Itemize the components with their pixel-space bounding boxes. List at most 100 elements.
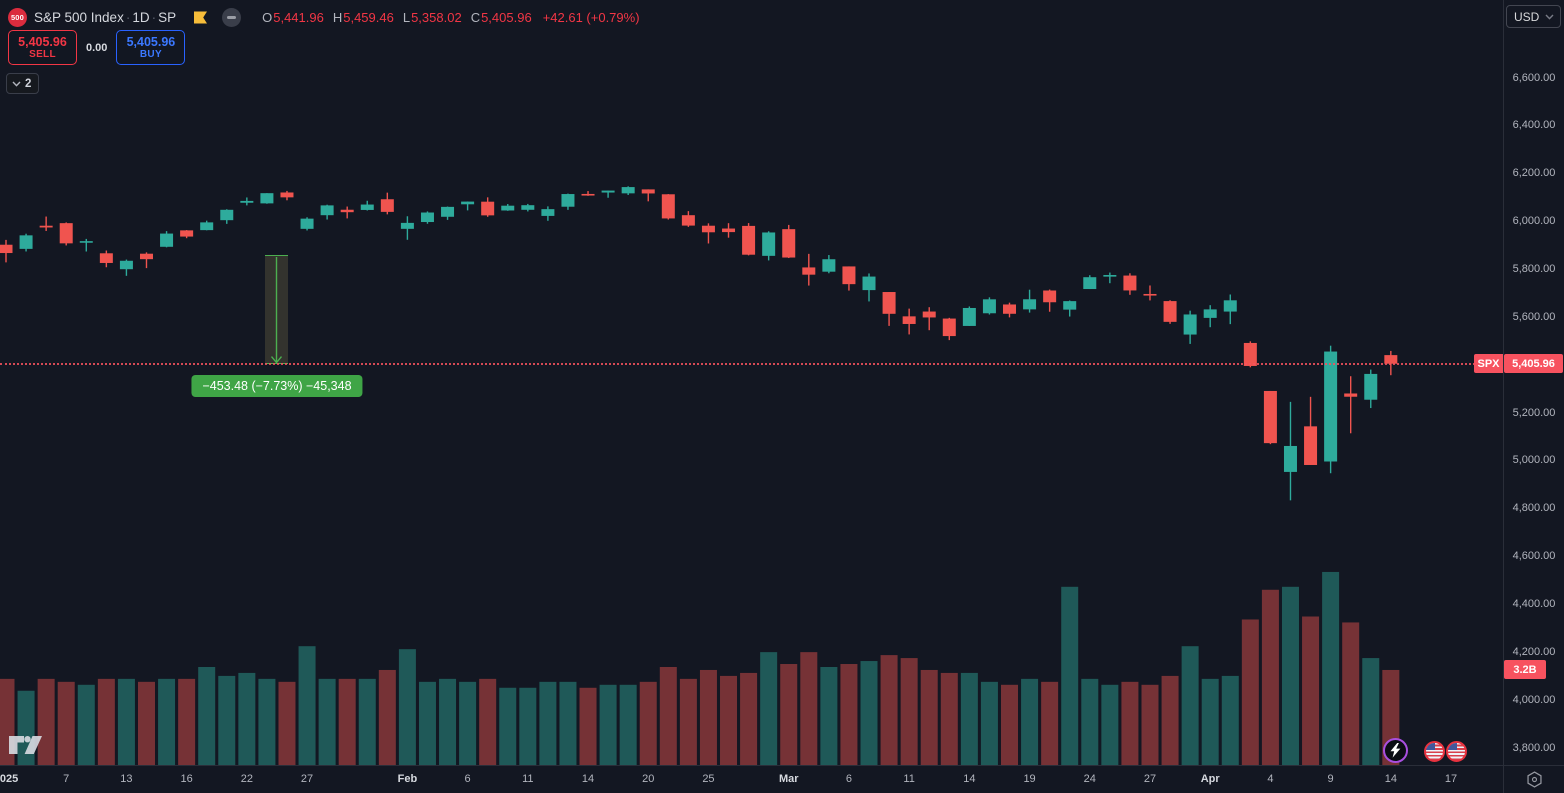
price-axis[interactable]: 6,600.00 6,400.00 6,200.00 6,000.00 5,800.00… (1503, 0, 1564, 765)
volume-bar (1141, 684, 1159, 765)
us-economic-event-icon[interactable] (1446, 741, 1467, 762)
volume-bar (1121, 681, 1139, 765)
time-tick-label: 6 (464, 773, 471, 785)
time-tick-label: 11 (903, 773, 915, 785)
symbol-title[interactable]: S&P 500 Index · 1D · SP (34, 9, 177, 25)
volume-bar (1221, 675, 1239, 765)
volume-axis-label: 3.2B (1504, 660, 1546, 680)
candle-body (400, 222, 414, 229)
candle-body (1324, 351, 1338, 462)
candle-body (1183, 314, 1197, 335)
candle-body (822, 259, 836, 272)
change-readout: +42.61 (+0.79%) (542, 9, 640, 25)
time-tick-label: 7 (63, 773, 70, 785)
us-economic-event-icon[interactable] (1424, 741, 1445, 762)
time-tick-label: 19 (1023, 773, 1036, 785)
flag-icon (193, 11, 207, 23)
volume-bar (1101, 684, 1119, 765)
volume-bar (57, 681, 75, 765)
candle-body (922, 311, 936, 318)
time-axis[interactable]: 2025713162227Feb611142025Mar61114192427A… (0, 765, 1503, 793)
price-range-measure-box[interactable] (265, 255, 288, 364)
volume-bar (780, 664, 798, 765)
volume-bar (519, 687, 537, 765)
volume-bar (760, 652, 778, 765)
price-tick-label: 4,800.00 (1512, 502, 1556, 515)
candle-body (1364, 373, 1378, 400)
volume-bar (960, 672, 978, 765)
volume-bar (1021, 678, 1039, 765)
candle-body (360, 204, 374, 210)
candle-body (722, 228, 736, 233)
volume-bar (599, 684, 617, 765)
volume-bar (1302, 616, 1320, 765)
current-price-line (0, 362, 1503, 365)
candle-body (1023, 299, 1037, 310)
price-tick-label: 5,000.00 (1512, 454, 1556, 467)
candle-body (521, 205, 535, 210)
time-tick-label: 13 (120, 773, 133, 785)
volume-bar (1161, 675, 1179, 765)
candle-body (601, 190, 615, 193)
volume-bar (378, 669, 396, 765)
symbol-legend: 500 S&P 500 Index · 1D · SP O5,441.96 H5,459… (8, 7, 640, 27)
object-tree-button[interactable]: 2 (6, 73, 40, 94)
candlestick-chart (0, 186, 1400, 765)
candle-body (962, 307, 976, 326)
volume-bar (278, 681, 296, 765)
volume-bar (920, 669, 938, 765)
chevron-down-icon (1545, 14, 1554, 20)
candle-body (541, 209, 555, 216)
candle-body (1203, 309, 1217, 318)
time-tick-label: 25 (702, 773, 715, 785)
volume-bar (137, 681, 155, 765)
volume-bar (218, 675, 236, 765)
candle-body (300, 218, 314, 229)
volume-bar (980, 681, 998, 765)
minus-icon (227, 15, 237, 19)
volume-bar (1281, 586, 1299, 765)
price-tick-label: 4,600.00 (1512, 550, 1556, 563)
sell-button[interactable]: 5,405.96 SELL (8, 30, 77, 65)
currency-label: USD (1514, 9, 1540, 24)
tradingview-logo[interactable] (7, 730, 45, 757)
volume-bar (1181, 646, 1199, 765)
volume-bar (1001, 684, 1018, 765)
time-tick-label: 17 (1444, 773, 1458, 785)
volume-bar (97, 678, 115, 765)
candle-body (1344, 393, 1358, 397)
candle-body (160, 233, 174, 247)
currency-dropdown[interactable]: USD (1506, 5, 1561, 28)
candle-body (862, 276, 876, 291)
spread-value: 0.00 (86, 41, 108, 54)
price-tick-label: 6,200.00 (1512, 167, 1556, 180)
candle-body (340, 209, 354, 213)
candle-body (380, 199, 394, 212)
volume-bar (639, 681, 657, 765)
volume-bar (1201, 678, 1219, 765)
flag-symbol-button[interactable] (191, 8, 209, 26)
buy-button[interactable]: 5,405.96 BUY (116, 30, 186, 65)
candle-body (180, 230, 194, 237)
price-tick-label: 5,800.00 (1512, 262, 1556, 275)
volume-bar (198, 666, 216, 765)
axis-settings-icon[interactable] (1525, 770, 1544, 789)
candle-body (742, 225, 756, 255)
hide-symbol-button[interactable] (222, 7, 242, 27)
volume-bar (398, 649, 416, 765)
time-tick-label: Feb (397, 773, 418, 785)
volume-bar (37, 678, 55, 765)
volume-bar (499, 687, 517, 765)
volume-bar (619, 684, 637, 765)
candle-body (59, 223, 73, 244)
volume-bar (338, 678, 356, 765)
candle-body (39, 225, 53, 228)
volume-bar (1081, 678, 1099, 765)
volume-bar (178, 678, 196, 765)
candle-body (1083, 277, 1097, 290)
volume-bar (418, 681, 436, 765)
price-tick-label: 4,200.00 (1512, 645, 1556, 658)
news-event-icon[interactable] (1383, 738, 1408, 763)
symbol-logo: 500 (8, 7, 27, 27)
